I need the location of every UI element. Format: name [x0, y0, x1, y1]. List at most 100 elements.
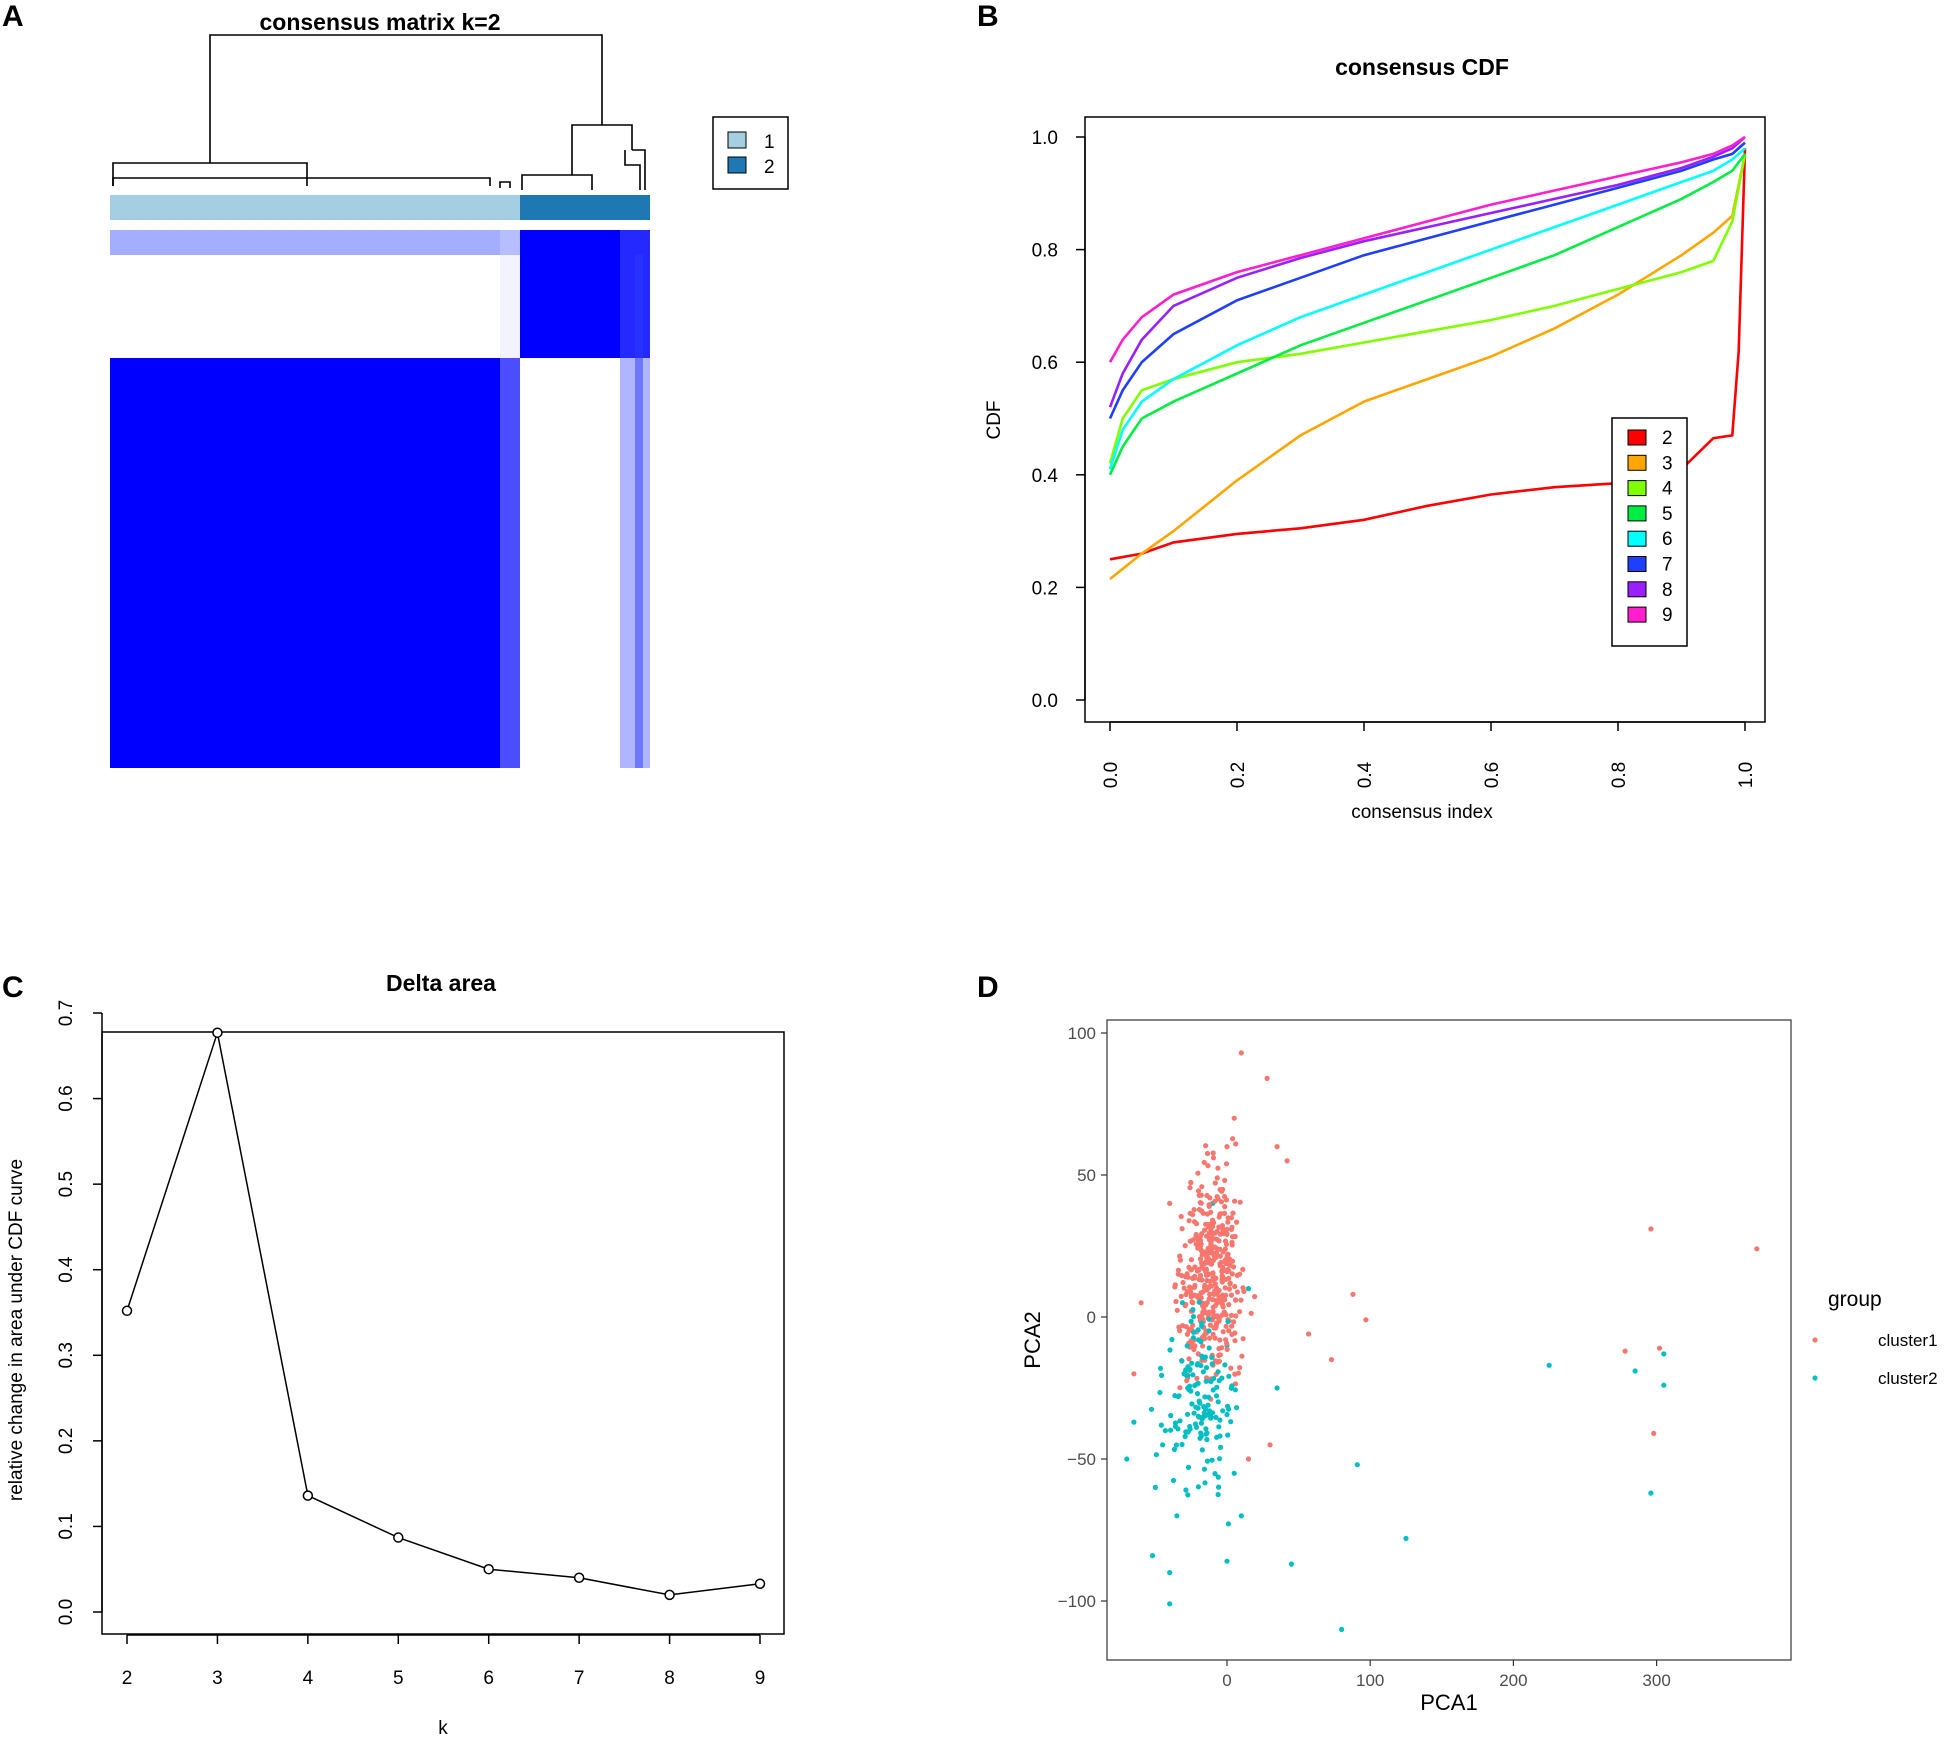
pca-point-cluster2 [1157, 1389, 1163, 1396]
pca-point-cluster2 [1167, 1347, 1173, 1353]
pca-point-cluster1 [1651, 1430, 1657, 1436]
pca-point-cluster2 [1206, 1328, 1212, 1334]
delta-point [573, 1572, 585, 1584]
pca-point-cluster1 [1238, 1297, 1244, 1303]
cdf-line-k3 [1109, 153, 1747, 581]
panel-c: C Delta area 0.0 0.1 0.2 0.3 0.4 0.5 0.6 0.7 2 3… [2, 970, 785, 1739]
pca-point-cluster1 [1208, 1261, 1214, 1267]
pca-point-cluster1 [1191, 1284, 1197, 1290]
pca-point-cluster2 [1209, 1457, 1215, 1463]
pca-point-cluster1 [1754, 1246, 1760, 1252]
cdf-x-label: consensus index [1351, 802, 1493, 823]
pca-point-cluster2 [1216, 1424, 1222, 1430]
pca-point-cluster1 [1189, 1299, 1195, 1305]
pca-point-cluster1 [1183, 1324, 1189, 1330]
cdf-y-tick-label: 0.0 [1032, 691, 1058, 712]
pca-point-cluster2 [1212, 1471, 1218, 1477]
pca-points [1124, 1050, 1760, 1632]
pca-point-cluster1 [1222, 1228, 1228, 1234]
pca-point-cluster1 [1172, 1284, 1178, 1290]
consensus-heatmap [110, 230, 650, 768]
cdf-x-tick-label: 0.6 [1482, 762, 1503, 788]
pca-point-cluster1 [1219, 1223, 1225, 1229]
pca-point-cluster1 [1180, 1279, 1186, 1286]
pca-point-cluster2 [1205, 1402, 1211, 1408]
cdf-legend-swatch-8 [1627, 581, 1647, 598]
pca-point-cluster1 [1177, 1257, 1183, 1263]
pca-point-cluster1 [1222, 1246, 1228, 1252]
pca-point-cluster1 [1228, 1292, 1235, 1298]
pca-point-cluster2 [1199, 1447, 1205, 1453]
pca-point-cluster1 [1199, 1231, 1205, 1237]
pca-point-cluster1 [1200, 1309, 1206, 1315]
pca-point-cluster1 [1223, 1260, 1229, 1266]
pca-point-cluster2 [1202, 1480, 1208, 1486]
pca-point-cluster2 [1238, 1513, 1244, 1519]
pca-y-tick-label: −100 [1058, 1592, 1096, 1611]
cdf-x-axis: 0.0 0.2 0.4 0.6 0.8 1.0 [1101, 721, 1757, 788]
cdf-legend-swatch-2 [1627, 429, 1647, 446]
pca-point-cluster1 [1175, 1267, 1181, 1273]
pca-point-cluster1 [1240, 1336, 1246, 1342]
pca-point-cluster1 [1223, 1276, 1229, 1282]
pca-point-cluster1 [1188, 1179, 1194, 1186]
pca-point-cluster2 [1288, 1561, 1294, 1567]
pca-point-cluster1 [1206, 1230, 1212, 1236]
pca-point-cluster2 [1215, 1399, 1221, 1405]
pca-point-cluster1 [1199, 1277, 1205, 1283]
cdf-legend-label-6: 6 [1662, 529, 1673, 550]
pca-point-cluster1 [1223, 1323, 1229, 1329]
pca-point-cluster1 [1363, 1317, 1369, 1323]
pca-point-cluster2 [1204, 1430, 1210, 1436]
pca-point-cluster1 [1191, 1207, 1197, 1213]
pca-point-cluster1 [1220, 1304, 1226, 1310]
pca-point-cluster1 [1232, 1338, 1238, 1344]
pca-point-cluster1 [1204, 1277, 1210, 1284]
pca-point-cluster1 [1217, 1211, 1223, 1217]
delta-x-tick-label: 9 [755, 1668, 766, 1689]
cdf-y-tick-label: 1.0 [1032, 128, 1058, 149]
pca-point-cluster1 [1230, 1264, 1237, 1270]
panel-letter-d: D [977, 971, 999, 1004]
cdf-legend-swatch-5 [1627, 505, 1647, 522]
pca-point-cluster2 [1222, 1362, 1228, 1368]
pca-point-cluster1 [1188, 1267, 1194, 1273]
pca-point-cluster1 [1179, 1273, 1185, 1279]
pca-point-cluster1 [1215, 1165, 1221, 1171]
pca-y-label: PCA2 [1020, 1311, 1045, 1368]
pca-point-cluster2 [1194, 1391, 1201, 1397]
pca-point-cluster1 [1206, 1309, 1212, 1315]
pca-point-cluster1 [1229, 1271, 1235, 1277]
pca-point-cluster2 [1187, 1383, 1193, 1389]
pca-point-cluster2 [1196, 1414, 1202, 1420]
pca-point-cluster2 [1131, 1419, 1137, 1425]
pca-point-cluster2 [1228, 1385, 1234, 1391]
panel-d: D 100 50 0 −50 −100 0 100 200 300 PCA1 PCA2 gro… [977, 971, 1938, 1715]
pca-point-cluster2 [1224, 1411, 1230, 1418]
heatmap-legend: 1 2 [712, 116, 789, 190]
pca-point-cluster1 [1207, 1335, 1213, 1341]
pca-point-cluster2 [1194, 1362, 1200, 1368]
delta-title: Delta area [386, 970, 496, 996]
cdf-legend: 2 3 4 5 6 7 8 9 [1611, 417, 1688, 647]
pca-point-cluster1 [1188, 1257, 1194, 1263]
pca-point-cluster1 [1203, 1302, 1209, 1308]
cdf-legend-swatch-7 [1627, 556, 1647, 572]
pca-point-cluster2 [1546, 1362, 1552, 1368]
pca-point-cluster1 [1230, 1136, 1236, 1142]
pca-point-cluster2 [1245, 1286, 1252, 1292]
pca-point-cluster2 [1124, 1456, 1130, 1462]
pca-point-cluster1 [1207, 1291, 1213, 1298]
pca-point-cluster1 [1227, 1281, 1233, 1287]
pca-point-cluster1 [1216, 1299, 1222, 1305]
pca-point-cluster2 [1179, 1441, 1185, 1448]
pca-point-cluster2 [1204, 1436, 1210, 1443]
pca-point-cluster1 [1239, 1353, 1245, 1359]
pca-point-cluster1 [1229, 1323, 1235, 1329]
legend-label-2: 2 [764, 157, 775, 178]
pca-point-cluster1 [1210, 1277, 1216, 1283]
pca-point-cluster2 [1157, 1365, 1164, 1371]
pca-point-cluster1 [1186, 1218, 1192, 1224]
cdf-legend-swatch-3 [1627, 454, 1647, 471]
pca-point-cluster2 [1175, 1393, 1181, 1400]
